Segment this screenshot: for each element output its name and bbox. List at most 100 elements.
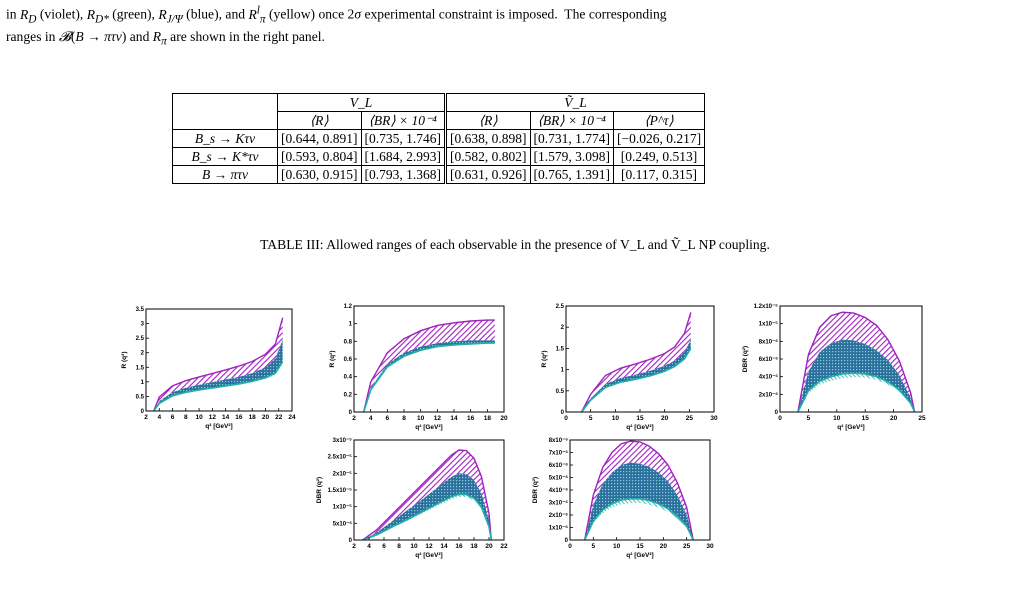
table-cell: [0.117, 0.315] xyxy=(612,165,706,184)
x-tick-label: 15 xyxy=(636,415,644,422)
y-tick-label: 0 xyxy=(141,409,145,415)
series-upper-line xyxy=(362,449,492,541)
chart-svg: 0 5 10 15 20 25 0 2x10⁻⁶ 4x10⁻⁶ 6x10⁻⁶ 8x10⁻⁶ 1x10⁻… xyxy=(742,304,926,431)
band-blue xyxy=(584,462,694,540)
y-tick-label: 2.5 xyxy=(136,336,145,342)
chart-svg: 2 4 6 8 10 12 14 16 18 20 22 0 5x10⁻⁶ 1x10⁻⁵ 1.5x10⁻⁵ 2… xyxy=(316,438,508,559)
x-tick-label: 6 xyxy=(386,415,390,422)
x-tick-label: 30 xyxy=(706,543,714,550)
x-tick-label: 14 xyxy=(450,415,458,422)
band-cyan xyxy=(584,498,694,540)
table-cell: [0.735, 1.746] xyxy=(360,129,446,148)
x-tick-label: 4 xyxy=(157,414,161,421)
x-tick-label: 4 xyxy=(367,543,371,550)
table-cell: [0.582, 0.802] xyxy=(444,147,531,166)
series-lower-line xyxy=(362,342,495,413)
y-tick-label: 0.8 xyxy=(344,339,353,345)
y-tick-label: 0 xyxy=(565,538,569,544)
x-tick-label: 15 xyxy=(636,543,644,550)
header-vl: V_L xyxy=(277,93,446,112)
plot-r-b-pi: 0 5 10 15 20 25 30 0 0.5 1 1.5 2 2.5 q² [GeV²] R (q²) xyxy=(528,303,728,455)
y-tick-label: 2 xyxy=(561,325,565,331)
y-tick-label: 8x10⁻⁶ xyxy=(549,438,569,444)
subheader-br: ⟨BR⟩ × 10⁻⁴ xyxy=(360,111,446,130)
table-cell: [−0.026, 0.217] xyxy=(612,129,706,148)
series-upper-line xyxy=(797,311,916,413)
x-tick-label: 16 xyxy=(235,414,243,421)
y-tick-label: 1.5x10⁻⁵ xyxy=(328,488,353,494)
y-tick-label: 4x10⁻⁶ xyxy=(549,488,569,494)
plot-frame xyxy=(565,305,715,413)
row-process: B_s → K*τν xyxy=(172,147,278,166)
x-axis-label: q² [GeV²] xyxy=(415,552,442,559)
band-violet xyxy=(362,450,492,540)
y-tick-label: 0 xyxy=(561,410,565,416)
series-upper-line xyxy=(584,440,694,541)
x-tick-label: 5 xyxy=(592,543,596,550)
plot-dbr-bs-k: 0 5 10 15 20 25 0 2x10⁻⁶ 4x10⁻⁶ 6x10⁻⁶ 8x10⁻⁶ 1x10⁻… xyxy=(730,303,930,455)
x-tick-label: 2 xyxy=(352,543,356,550)
y-axis-label: DBR (q²) xyxy=(316,477,323,503)
y-axis-label: R (q²) xyxy=(541,351,548,368)
y-tick-label: 2x10⁻⁶ xyxy=(549,513,569,519)
x-tick-label: 25 xyxy=(686,415,694,422)
x-tick-label: 12 xyxy=(434,415,442,422)
y-tick-label: 3.5 xyxy=(136,307,145,313)
x-tick-label: 12 xyxy=(209,414,217,421)
series-lower-line xyxy=(797,372,916,413)
y-tick-label: 0.4 xyxy=(344,375,353,381)
subheader-r-tilde: ⟨R⟩ xyxy=(444,111,531,130)
x-tick-label: 15 xyxy=(862,415,870,422)
y-tick-label: 1.5 xyxy=(136,365,145,371)
table-cell: [0.630, 0.915] xyxy=(277,165,362,184)
plot-frame xyxy=(145,308,293,412)
y-tick-label: 5x10⁻⁶ xyxy=(549,476,569,482)
y-tick-label: 6x10⁻⁶ xyxy=(549,463,569,469)
plot-r-bs-kstar: 2 4 6 8 10 12 14 16 18 20 0 0.2 0.4 0.6 0.8 1 1.2 q² [GeV… xyxy=(318,303,518,455)
x-tick-label: 14 xyxy=(440,543,448,550)
y-tick-label: 3 xyxy=(141,322,145,328)
band-blue xyxy=(363,340,495,412)
band-violet xyxy=(363,320,495,412)
y-tick-label: 0.6 xyxy=(344,357,353,363)
y-tick-label: 2x10⁻⁵ xyxy=(333,471,353,477)
x-tick-label: 18 xyxy=(249,414,257,421)
x-tick-label: 18 xyxy=(470,543,478,550)
x-tick-label: 30 xyxy=(710,415,718,422)
x-tick-label: 8 xyxy=(184,414,188,421)
x-tick-label: 0 xyxy=(778,415,782,422)
x-tick-label: 6 xyxy=(382,543,386,550)
x-tick-label: 10 xyxy=(195,414,203,421)
chart-svg: 0 5 10 15 20 25 30 0 0.5 1 1.5 2 2.5 q² [GeV²] R (q²) xyxy=(541,304,718,431)
band-blue xyxy=(797,339,915,412)
x-tick-label: 24 xyxy=(288,414,296,421)
series-lower-line xyxy=(362,493,493,541)
band-violet xyxy=(584,441,694,540)
y-axis-label: R (q²) xyxy=(329,351,336,368)
top-caption: in RD (violet), RD* (green), RJ/Ψ (blue)… xyxy=(6,1,1022,51)
y-tick-label: 3x10⁻⁵ xyxy=(333,438,353,444)
row-process: B_s → Kτν xyxy=(172,129,278,148)
y-tick-label: 0.2 xyxy=(344,392,353,398)
x-tick-label: 8 xyxy=(397,543,401,550)
table-cell: [0.731, 1.774] xyxy=(529,129,614,148)
x-tick-label: 14 xyxy=(222,414,230,421)
table-cell: [0.644, 0.891] xyxy=(277,129,362,148)
x-tick-label: 2 xyxy=(144,414,148,421)
table-cell: [0.249, 0.513] xyxy=(612,147,706,166)
y-tick-label: 2.5 xyxy=(556,304,565,310)
y-tick-label: 1.2 xyxy=(344,304,353,310)
x-tick-label: 6 xyxy=(171,414,175,421)
band-violet xyxy=(581,312,691,412)
band-cyan xyxy=(363,343,495,412)
y-tick-label: 0.5 xyxy=(136,394,145,400)
table-cell: [0.593, 0.804] xyxy=(277,147,362,166)
x-tick-label: 18 xyxy=(484,415,492,422)
x-tick-label: 5 xyxy=(807,415,811,422)
y-tick-label: 1.2x10⁻⁵ xyxy=(754,304,779,310)
x-tick-label: 10 xyxy=(613,543,621,550)
row-process: B → πτν xyxy=(172,165,278,184)
y-tick-label: 1x10⁻⁵ xyxy=(759,322,779,328)
x-tick-label: 10 xyxy=(833,415,841,422)
